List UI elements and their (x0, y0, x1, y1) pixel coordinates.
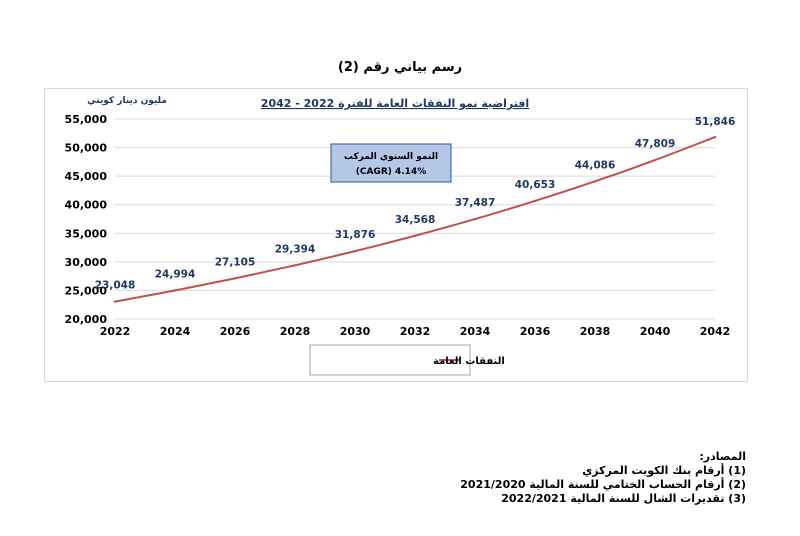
data-point (533, 199, 537, 203)
data-point (233, 277, 237, 280)
legend-label: النفقات العامة (433, 356, 505, 367)
data-label: 37,487 (455, 197, 496, 209)
data-label: 40,653 (515, 179, 556, 191)
figure-caption: رسم بياني رقم (2) (337, 60, 463, 75)
cagr-annotation-line1: النمو السنوي المركب (344, 152, 438, 162)
cagr-annotation-box (330, 143, 452, 183)
chart-title: افتراضية نمو النفقات العامة للفترة 2022 … (261, 97, 529, 110)
x-tick-label: 2036 (520, 325, 551, 338)
x-tick-label: 2028 (280, 325, 311, 338)
x-tick-label: 2022 (100, 325, 131, 338)
y-tick-label: 25,000 (65, 284, 108, 297)
y-tick-label: 50,000 (65, 142, 108, 155)
y-tick-label: 55,000 (65, 113, 108, 126)
data-point (593, 180, 597, 183)
x-tick-label: 2034 (460, 325, 491, 338)
data-point (713, 135, 717, 139)
data-label: 29,394 (275, 243, 316, 255)
y-axis-label: مليون دينار كويتي (87, 96, 167, 106)
source-item-1: (1) أرقام بنك الكويت المركزي (582, 464, 746, 477)
data-label: 47,809 (635, 138, 676, 150)
x-tick-label: 2024 (160, 325, 191, 338)
data-label: 27,105 (215, 256, 256, 268)
data-point (413, 234, 417, 237)
y-tick-label: 30,000 (65, 256, 108, 269)
data-label: 51,846 (695, 116, 736, 128)
sources-block: المصادر: (1) أرقام بنك الكويت المركزي (2… (326, 450, 746, 506)
source-item-3: (3) تقديرات الشال للسنة المالية 2022/202… (501, 492, 746, 505)
x-tick-label: 2040 (640, 325, 671, 338)
y-tick-label: 45,000 (65, 170, 108, 183)
y-tick-label: 20,000 (65, 313, 108, 326)
cagr-annotation-line2: (CAGR) 4.14% (356, 167, 426, 177)
chart-frame: 20,000 25,000 30,000 35,000 40,000 45,000 50,0… (44, 88, 748, 382)
data-label: 23,048 (95, 280, 136, 292)
data-point (113, 300, 117, 303)
data-point (173, 289, 177, 292)
x-tick-label: 2038 (580, 325, 611, 338)
x-tick-label: 2030 (340, 325, 371, 338)
data-label: 31,876 (335, 229, 376, 241)
x-tick-label: 2042 (700, 325, 731, 338)
x-tick-label: 2032 (400, 325, 431, 338)
source-item-2: (2) أرقام الحساب الختامي للسنة المالية 2… (460, 478, 746, 491)
data-label: 24,994 (155, 268, 196, 280)
data-label: 34,568 (395, 214, 436, 226)
data-point (473, 217, 477, 221)
data-point (653, 158, 657, 162)
y-tick-label: 40,000 (65, 199, 108, 212)
x-tick-label: 2026 (220, 325, 251, 338)
data-label: 44,086 (575, 159, 616, 171)
data-point (293, 264, 297, 267)
line-chart: 20,000 25,000 30,000 35,000 40,000 45,000 50,0… (65, 96, 736, 376)
data-point (353, 249, 357, 253)
y-tick-label: 35,000 (65, 227, 108, 240)
sources-heading: المصادر: (699, 450, 746, 463)
